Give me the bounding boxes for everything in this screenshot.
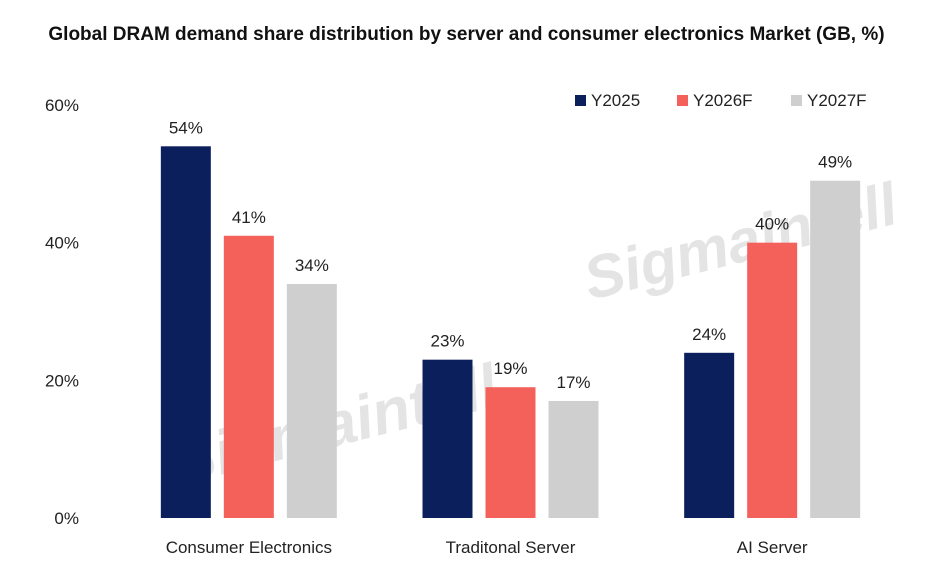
x-tick-label: Traditonal Server — [446, 538, 576, 557]
bar-y2026f-0 — [223, 235, 274, 519]
legend-swatch — [791, 95, 802, 106]
legend-label: Y2026F — [693, 91, 753, 110]
y-axis: 0% 20% 40% 60% — [45, 96, 79, 528]
bar-y2026f-1 — [485, 387, 536, 518]
bars-layer: 54% 41% 34% 23% 19% 17% 24% 40% 49% — [160, 118, 861, 519]
data-label: 34% — [295, 256, 329, 275]
data-label: 41% — [232, 208, 266, 227]
bar-y2027f-0 — [286, 283, 337, 518]
data-label: 54% — [169, 118, 203, 137]
y-tick-label: 0% — [54, 509, 79, 528]
legend-swatch — [677, 95, 688, 106]
data-label: 24% — [692, 325, 726, 344]
bar-y2025-1 — [422, 359, 473, 518]
chart-title: Global DRAM demand share distribution by… — [48, 24, 885, 45]
data-label: 49% — [818, 153, 852, 172]
y-tick-label: 40% — [45, 234, 79, 253]
bar-y2025-0 — [160, 146, 211, 519]
y-tick-label: 20% — [45, 371, 79, 390]
bar-y2027f-2 — [810, 180, 861, 518]
legend-swatch — [575, 95, 586, 106]
bar-y2027f-1 — [548, 400, 599, 518]
data-label: 17% — [556, 373, 590, 392]
x-tick-label: AI Server — [737, 538, 808, 557]
legend-label: Y2025 — [591, 91, 640, 110]
data-label: 40% — [755, 215, 789, 234]
data-label: 23% — [430, 332, 464, 351]
x-tick-label: Consumer Electronics — [166, 538, 332, 557]
legend-label: Y2027F — [807, 91, 867, 110]
data-label: 19% — [493, 359, 527, 378]
bar-y2025-2 — [684, 352, 735, 518]
y-tick-label: 60% — [45, 96, 79, 115]
legend: Y2025 Y2026F Y2027F — [575, 91, 867, 110]
x-axis: Consumer Electronics Traditonal Server AI … — [166, 538, 808, 557]
bar-y2026f-2 — [747, 242, 798, 518]
